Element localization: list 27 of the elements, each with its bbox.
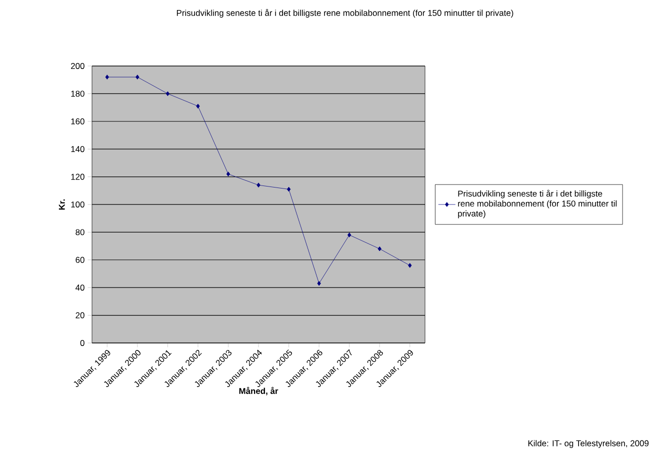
y-tick-label: 40 bbox=[76, 284, 84, 291]
y-tick-label: 140 bbox=[71, 146, 84, 152]
point bbox=[105, 74, 109, 80]
y-tick-label: 100 bbox=[71, 201, 84, 208]
y-tick-label: 120 bbox=[71, 174, 84, 180]
point bbox=[196, 104, 200, 109]
y-tick-label: 180 bbox=[71, 90, 84, 97]
x-axis-title: Måned, år bbox=[239, 386, 278, 396]
point bbox=[286, 186, 291, 192]
point bbox=[378, 246, 382, 252]
y-tick-label: 20 bbox=[76, 312, 84, 318]
point bbox=[347, 232, 352, 238]
y-tick-label: 160 bbox=[71, 118, 84, 124]
text: Kilde: IT- og Telestyrelsen, 2009 bbox=[528, 440, 649, 448]
y-tick-label: 80 bbox=[76, 229, 84, 236]
point bbox=[408, 263, 412, 268]
y-tick-label: 200 bbox=[71, 62, 84, 69]
y-tick-label: 60 bbox=[76, 256, 84, 263]
point bbox=[226, 172, 230, 176]
legend-label: Prisudvikling seneste ti år i det billigste rene mobilabonnement (for 150 minutter til private) bbox=[458, 190, 617, 218]
point bbox=[256, 182, 260, 188]
point bbox=[136, 74, 140, 80]
chart-title: Prisudvikling seneste ti år i det billigste rene mobilabonnement (for 150 minutter til private) bbox=[176, 9, 514, 18]
y-tick-label: 0 bbox=[80, 340, 84, 346]
y-axis-title: Kr. bbox=[58, 199, 65, 210]
point bbox=[166, 91, 170, 96]
point bbox=[317, 281, 321, 286]
